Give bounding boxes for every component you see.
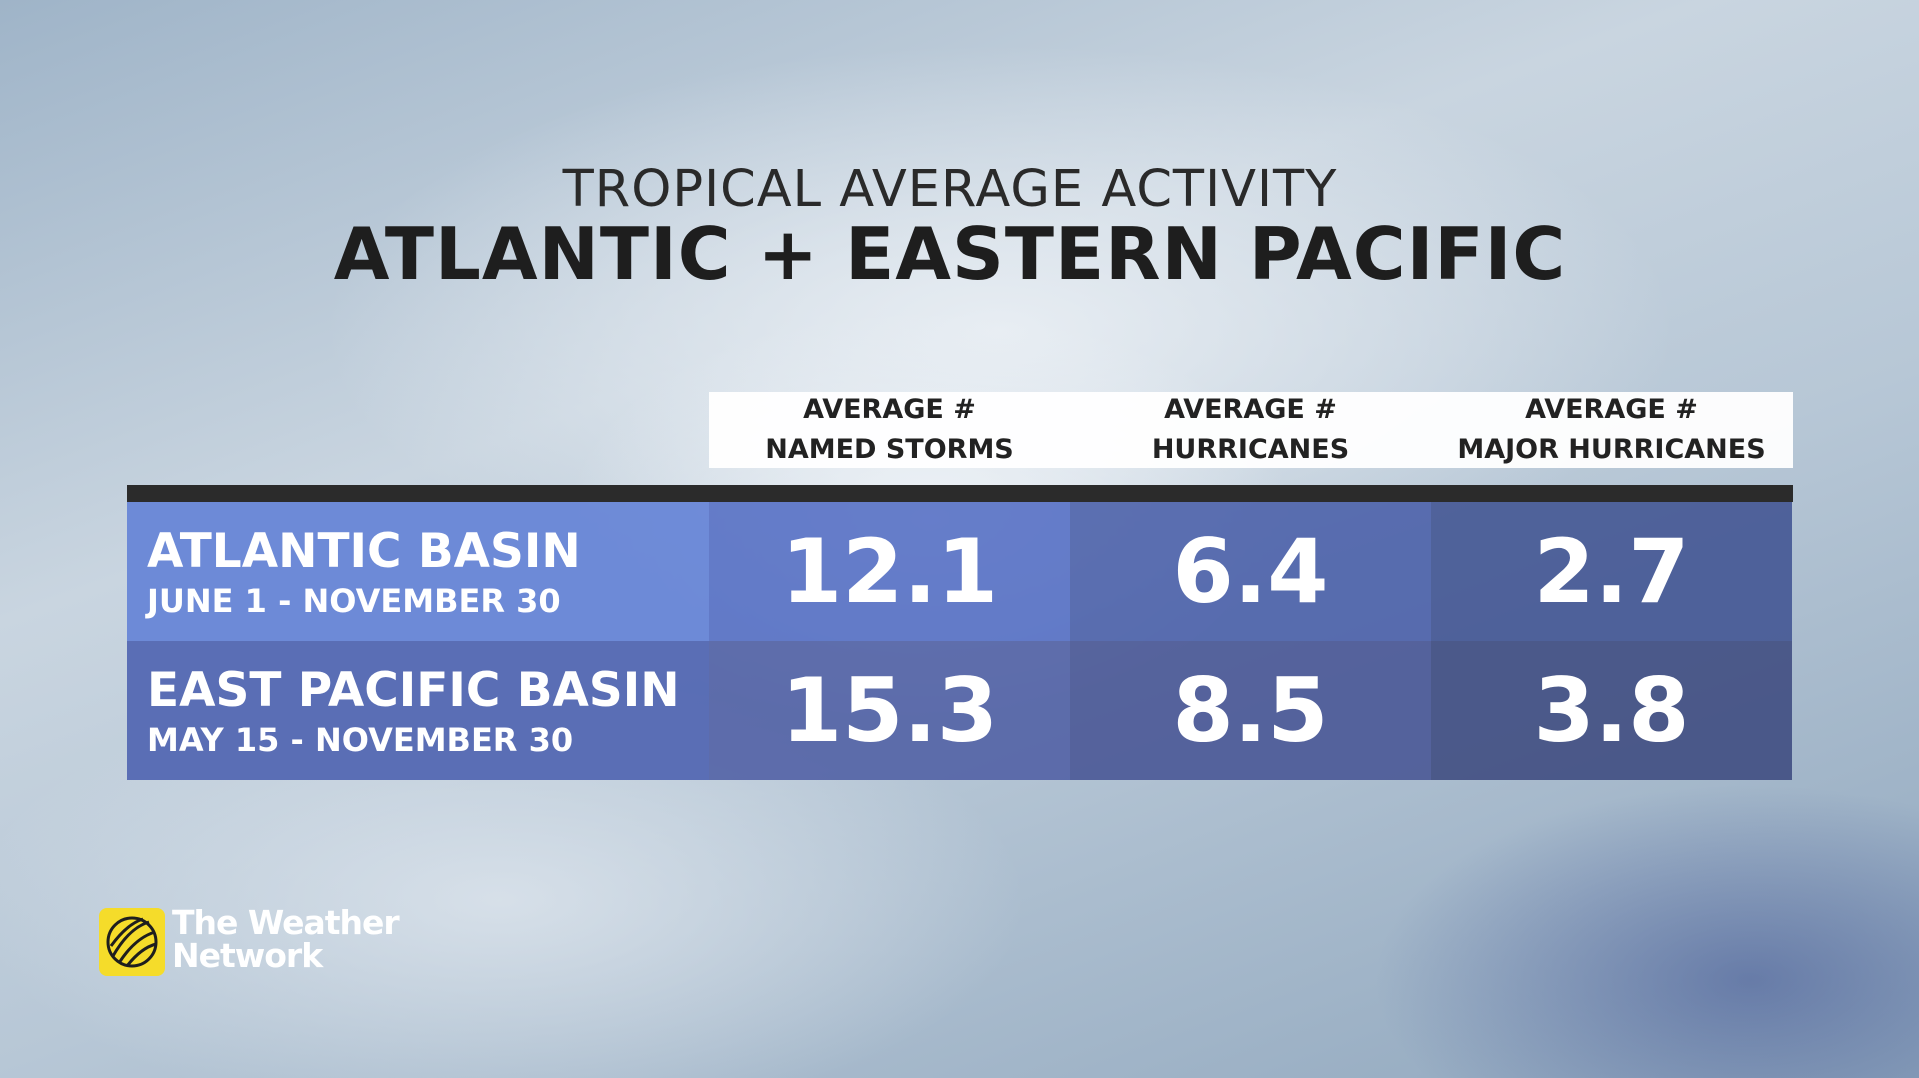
- column-header: AVERAGE # MAJOR HURRICANES: [1431, 392, 1792, 468]
- basin-name: EAST PACIFIC BASIN: [147, 662, 680, 718]
- basin-name: ATLANTIC BASIN: [147, 523, 581, 579]
- logo-icon: [99, 908, 165, 976]
- value-cell: 12.1: [709, 502, 1070, 641]
- title: ATLANTIC + EASTERN PACIFIC: [333, 212, 1567, 296]
- value-cell: 8.5: [1070, 641, 1431, 780]
- value-cell: 3.8: [1431, 641, 1792, 780]
- header-divider: [127, 485, 1793, 502]
- column-header-line: NAMED STORMS: [765, 434, 1014, 465]
- column-header-line: AVERAGE #: [1525, 394, 1698, 425]
- row-label: ATLANTIC BASIN JUNE 1 - NOVEMBER 30: [127, 502, 709, 641]
- value-cell: 6.4: [1070, 502, 1431, 641]
- row-label: EAST PACIFIC BASIN MAY 15 - NOVEMBER 30: [127, 641, 709, 780]
- column-header-line: AVERAGE #: [1164, 394, 1337, 425]
- column-header-line: AVERAGE #: [803, 394, 976, 425]
- subtitle: TROPICAL AVERAGE ACTIVITY: [562, 160, 1338, 219]
- logo-line: Network: [172, 936, 323, 975]
- season-dates: MAY 15 - NOVEMBER 30: [147, 720, 574, 759]
- column-header: AVERAGE # NAMED STORMS: [709, 392, 1070, 468]
- value-cell: 15.3: [709, 641, 1070, 780]
- season-dates: JUNE 1 - NOVEMBER 30: [147, 581, 561, 620]
- column-header: AVERAGE # HURRICANES: [1070, 392, 1431, 468]
- logo-globe: [106, 916, 158, 968]
- value-cell: 2.7: [1431, 502, 1792, 641]
- column-header-line: HURRICANES: [1151, 434, 1350, 465]
- column-header-line: MAJOR HURRICANES: [1457, 434, 1766, 465]
- header-background: [709, 392, 1793, 468]
- logo-text: The Weather Network: [172, 903, 400, 975]
- logo-line: The Weather: [172, 903, 400, 942]
